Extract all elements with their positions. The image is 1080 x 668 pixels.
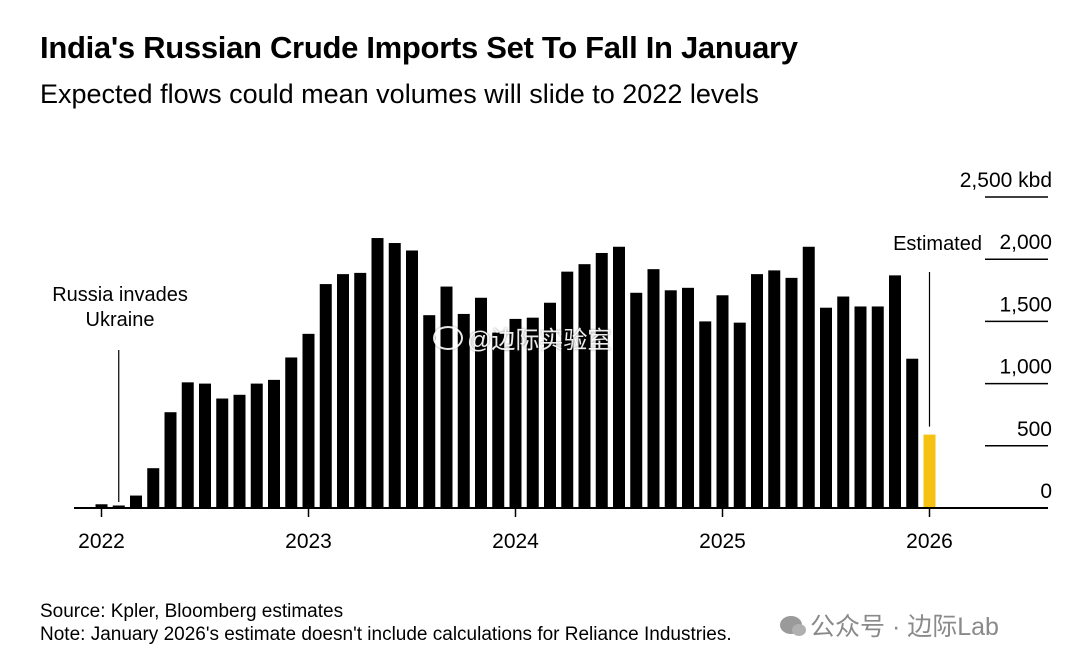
chart-subtitle: Expected flows could mean volumes will s…	[40, 79, 759, 109]
bar	[802, 246, 815, 508]
bar	[854, 306, 867, 508]
bar	[337, 274, 349, 508]
bar	[475, 297, 487, 508]
bar	[647, 269, 660, 508]
bar	[130, 495, 142, 508]
bars	[95, 238, 936, 508]
bar	[250, 383, 263, 508]
annotations: Russia invades Ukraine Estimated	[52, 233, 982, 502]
corner-watermark: 公众号 · 边际Lab	[780, 607, 999, 643]
bar	[112, 505, 125, 508]
bar	[354, 272, 367, 508]
bar	[526, 317, 539, 508]
bar	[699, 321, 712, 508]
bar	[319, 284, 332, 508]
x-tick-label: 2023	[285, 530, 332, 553]
y-tick-label: 500	[1017, 418, 1052, 441]
wechat-icon	[780, 616, 806, 636]
x-tick-label: 2022	[78, 530, 125, 553]
bar	[268, 379, 280, 508]
bar	[233, 394, 246, 508]
x-tick-label: 2024	[492, 530, 539, 553]
bar	[492, 332, 505, 508]
y-tick-label: 1,000	[999, 356, 1052, 379]
bar	[785, 277, 798, 508]
bar	[768, 270, 781, 508]
center-watermark-text: @边际实验室	[467, 327, 612, 354]
bar	[95, 504, 108, 508]
gridlines	[985, 196, 1048, 447]
bar	[388, 243, 401, 508]
bar	[613, 246, 625, 508]
y-tick-label: 2,000	[999, 231, 1052, 254]
bar	[406, 250, 418, 508]
bar	[302, 333, 315, 508]
bar	[630, 292, 643, 508]
estimated-bar	[923, 434, 936, 508]
center-watermark: @边际实验室	[433, 320, 611, 355]
footnote: Note: January 2026's estimate doesn't in…	[40, 624, 732, 645]
bar	[889, 275, 901, 508]
annotation-label: Ukraine	[86, 309, 155, 331]
bar	[871, 306, 884, 508]
bar	[716, 295, 729, 508]
chart-title: India's Russian Crude Imports Set To Fal…	[40, 30, 798, 65]
y-tick-label: 2,500 kbd	[960, 169, 1052, 192]
bar	[457, 313, 470, 508]
bar	[751, 274, 763, 508]
bar	[682, 287, 694, 508]
bar	[561, 271, 574, 508]
bar	[371, 238, 384, 508]
weibo-icon	[433, 325, 463, 350]
bar	[733, 322, 746, 508]
bar	[837, 296, 850, 508]
bar	[285, 357, 298, 508]
bar	[544, 302, 556, 508]
bar	[820, 307, 832, 508]
bar	[147, 468, 160, 508]
x-tick-label: 2025	[699, 530, 746, 553]
bar	[509, 318, 522, 508]
y-tick-label: 1,500	[999, 293, 1052, 316]
annotation-label: Estimated	[893, 233, 982, 255]
annotation-label: Russia invades	[52, 284, 188, 306]
x-axis: 2022 2023 2024 2025 2026	[74, 507, 1048, 553]
bar	[216, 398, 229, 508]
bar	[578, 264, 591, 508]
bar	[595, 252, 608, 508]
x-tick-label: 2026	[906, 530, 953, 553]
source-note: Source: Kpler, Bloomberg estimates	[40, 601, 344, 622]
y-tick-label: 0	[1040, 480, 1052, 503]
bar	[664, 290, 677, 508]
corner-watermark-text: 公众号 · 边际Lab	[810, 613, 999, 641]
bar	[906, 358, 919, 508]
bar	[423, 315, 436, 508]
bar	[181, 382, 194, 508]
bar	[199, 383, 211, 508]
bar	[164, 412, 177, 508]
y-axis-labels: 0 500 1,000 1,500 2,000 2,500 kbd	[960, 169, 1052, 503]
